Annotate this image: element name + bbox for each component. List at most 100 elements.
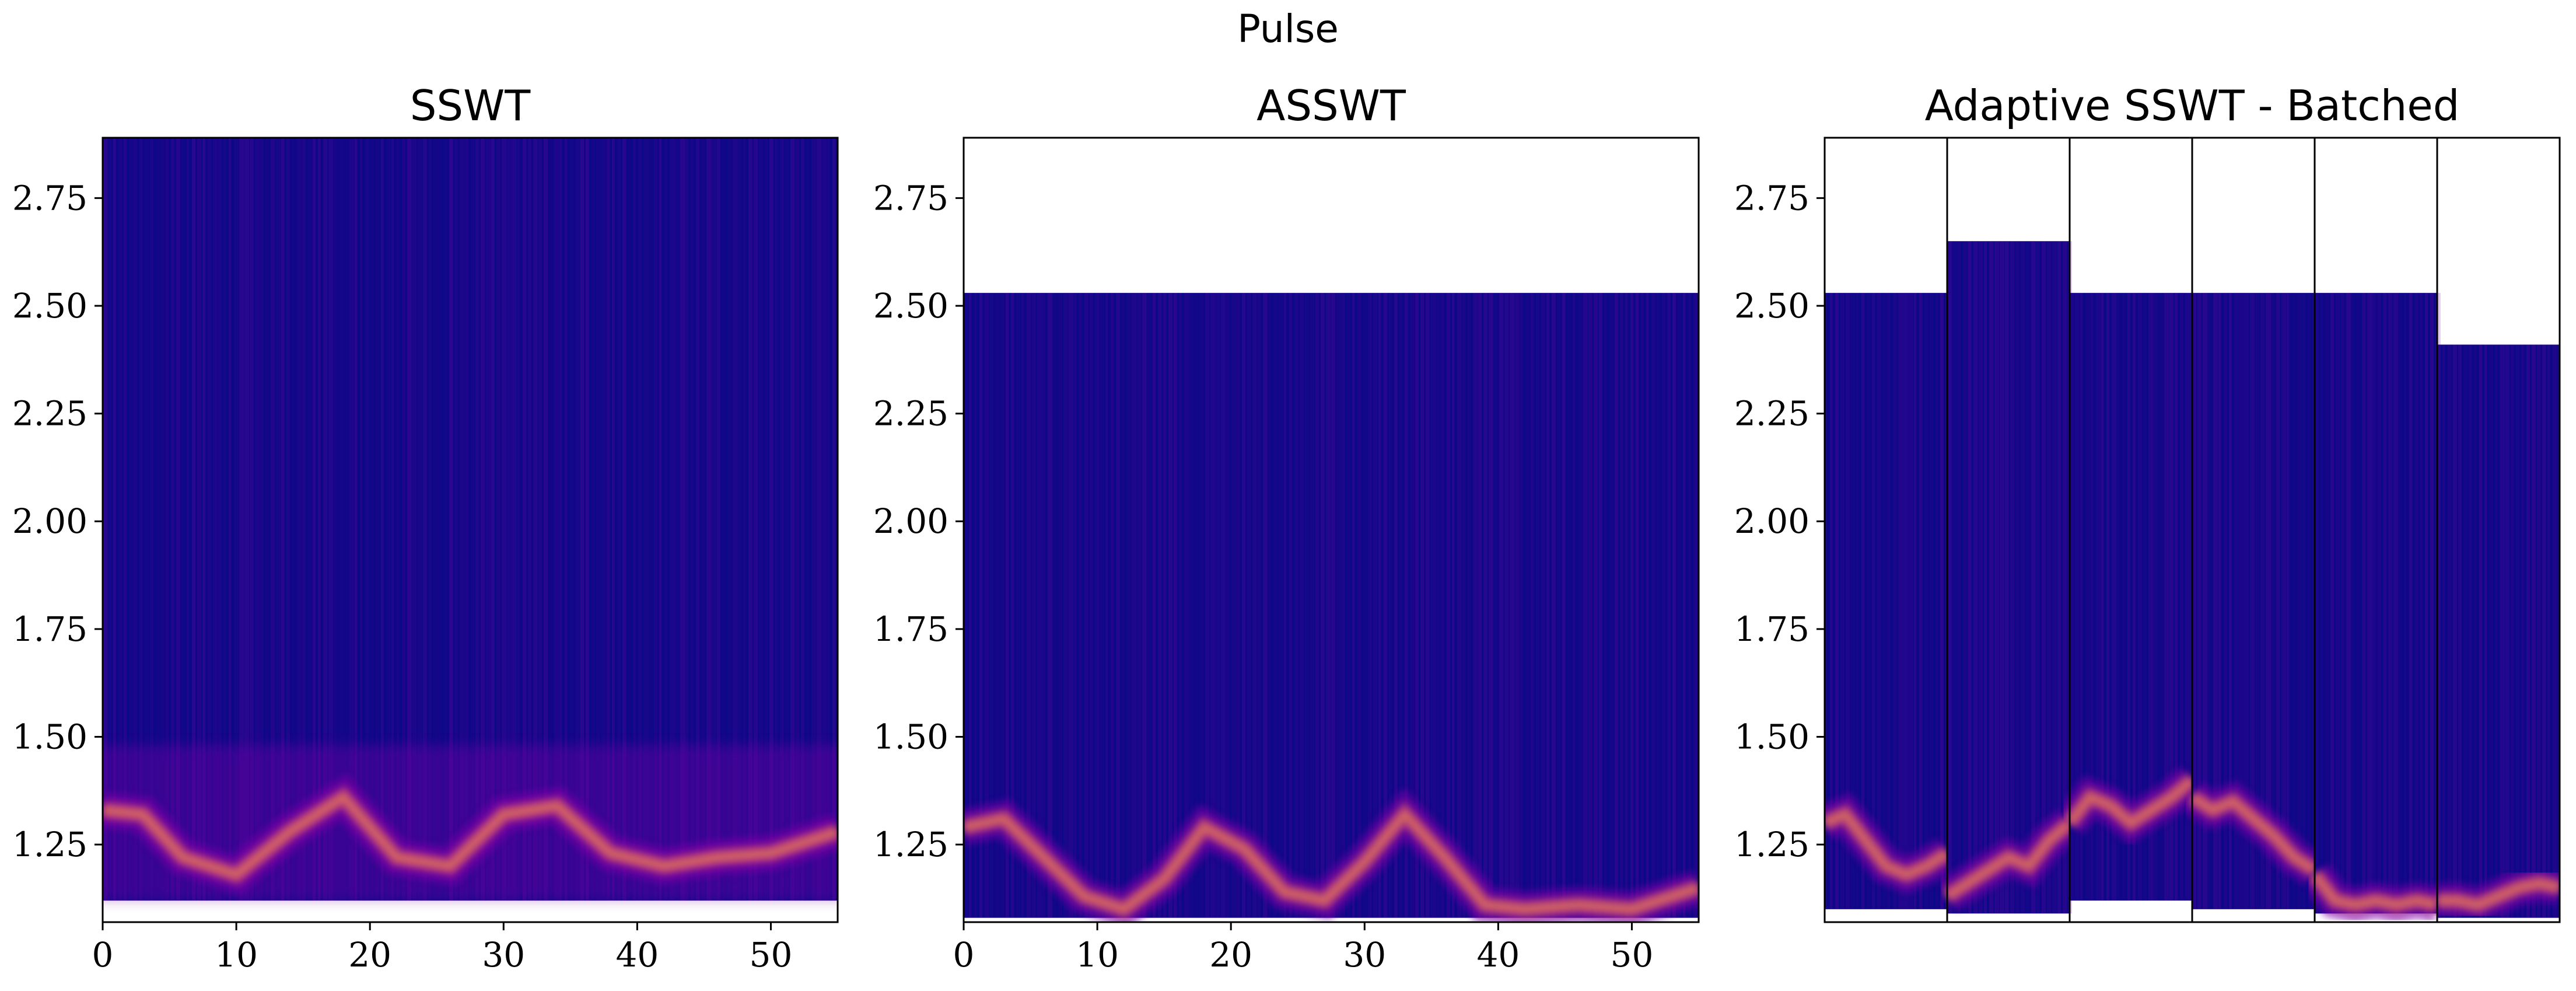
- texture-stripe: [1410, 292, 1415, 918]
- texture-stripe: [1462, 292, 1465, 918]
- ridge-line: [1825, 810, 1950, 879]
- texture-stripe: [1058, 292, 1063, 918]
- texture-stripe: [129, 138, 134, 901]
- texture-stripe: [2287, 292, 2290, 909]
- texture-stripe: [1195, 292, 1199, 918]
- texture-stripe: [1342, 292, 1345, 918]
- texture-stripe: [544, 138, 548, 901]
- texture-stripe: [1546, 292, 1550, 918]
- texture-stripe: [2320, 292, 2323, 914]
- texture-stripe: [344, 138, 349, 901]
- x-tick-label: 10: [215, 935, 258, 975]
- heatmap-area: [103, 138, 838, 901]
- panel-title: ASSWT: [1256, 81, 1406, 130]
- texture-stripe: [2080, 292, 2083, 901]
- texture-stripe: [1000, 292, 1005, 918]
- texture-stripe: [145, 138, 149, 901]
- axes-frame: [1824, 137, 2561, 923]
- texture-stripe: [1053, 292, 1057, 918]
- texture-stripe: [780, 138, 784, 901]
- texture-stripe: [134, 138, 137, 901]
- texture-stripe: [1641, 292, 1644, 918]
- texture-stripe: [1263, 292, 1268, 918]
- texture-stripe: [1174, 292, 1177, 918]
- texture-stripe: [507, 138, 512, 901]
- texture-stripe: [2047, 241, 2052, 914]
- texture-stripe: [1520, 292, 1523, 918]
- texture-stripe: [1210, 292, 1216, 918]
- texture-stripe: [2070, 292, 2074, 901]
- y-tick-label: 1.25: [873, 825, 949, 864]
- texture-stripe: [229, 138, 232, 901]
- texture-stripe: [2096, 292, 2101, 901]
- texture-stripe: [1840, 292, 1845, 909]
- panel-title: Adaptive SSWT - Batched: [1925, 81, 2460, 130]
- texture-stripe: [764, 138, 769, 901]
- texture-stripe: [2203, 292, 2208, 909]
- texture-stripe: [759, 138, 763, 901]
- texture-stripe: [323, 138, 328, 901]
- texture-stripe: [995, 292, 1000, 918]
- texture-stripe: [1268, 292, 1271, 918]
- texture-stripe: [2404, 292, 2407, 914]
- texture-stripe: [832, 138, 836, 901]
- texture-stripe: [1405, 292, 1408, 918]
- texture-stripe: [1126, 292, 1131, 918]
- y-tick-label: 2.25: [12, 394, 88, 434]
- texture-stripe: [1111, 292, 1114, 918]
- texture-stripe: [349, 138, 354, 901]
- texture-stripe: [2218, 292, 2221, 909]
- texture-stripe: [286, 138, 290, 901]
- texture-stripe: [1651, 292, 1656, 918]
- y-tick-label: 2.50: [1734, 286, 1810, 326]
- texture-stripe: [1557, 292, 1561, 918]
- texture-stripe: [1609, 292, 1614, 918]
- texture-stripe: [2148, 292, 2154, 901]
- texture-stripe: [785, 138, 789, 901]
- texture-stripe: [502, 138, 507, 901]
- texture-stripe: [1583, 292, 1588, 918]
- texture-stripe: [313, 138, 316, 901]
- texture-stripe: [2346, 292, 2351, 914]
- texture-stripe: [1431, 292, 1436, 918]
- texture-stripe: [1968, 241, 1972, 914]
- texture-stripe: [1958, 241, 1961, 914]
- texture-stripe: [2005, 241, 2009, 914]
- texture-stripe: [1021, 292, 1024, 918]
- texture-stripe: [2362, 292, 2366, 914]
- texture-stripe: [260, 138, 264, 901]
- texture-stripe: [2453, 344, 2457, 918]
- texture-stripe: [386, 138, 391, 901]
- texture-stripe: [1525, 292, 1530, 918]
- texture-stripe: [402, 138, 405, 901]
- y-tick-label: 1.50: [12, 717, 88, 756]
- texture-stripe: [1357, 292, 1362, 918]
- texture-stripe: [1615, 292, 1618, 918]
- texture-stripe: [1321, 292, 1325, 918]
- texture-stripe: [1536, 292, 1539, 918]
- texture-stripe: [1426, 292, 1430, 918]
- texture-stripe: [1893, 292, 1897, 909]
- texture-stripe: [670, 138, 675, 901]
- x-tick-label: 10: [1076, 935, 1119, 975]
- texture-stripe: [481, 138, 485, 901]
- texture-stripe: [1326, 292, 1331, 918]
- texture-stripe: [318, 138, 321, 901]
- texture-stripe: [1305, 292, 1310, 918]
- texture-stripe: [1903, 292, 1909, 909]
- texture-stripe: [370, 138, 374, 901]
- texture-stripe: [622, 138, 626, 901]
- texture-stripe: [2042, 241, 2046, 914]
- ridge-line: [2437, 880, 2560, 909]
- texture-stripe: [2021, 241, 2025, 914]
- texture-stripe: [512, 138, 517, 901]
- texture-stripe: [265, 138, 269, 901]
- texture-stripe: [1914, 292, 1917, 909]
- texture-stripe: [1105, 292, 1108, 918]
- texture-stripe: [533, 138, 538, 901]
- texture-stripe: [1441, 292, 1444, 918]
- texture-stripe: [2553, 344, 2557, 918]
- texture-stripe: [2425, 292, 2428, 914]
- texture-stripe: [2399, 292, 2402, 914]
